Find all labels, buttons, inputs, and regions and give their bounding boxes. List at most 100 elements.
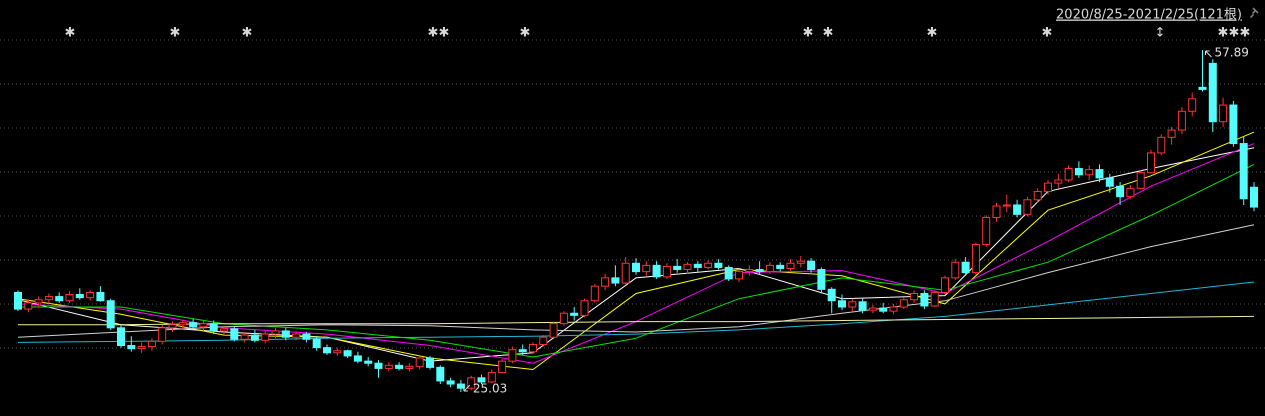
candle-body (745, 269, 754, 273)
candle-body (86, 291, 95, 299)
candle-body (364, 360, 373, 364)
candle-body (117, 327, 125, 347)
candle-body (477, 377, 486, 383)
candle-body (1074, 168, 1083, 176)
candle-body (1044, 182, 1052, 192)
candle-body (827, 288, 836, 302)
event-marker[interactable]: ✱ (1229, 26, 1240, 41)
candle-body (632, 262, 640, 273)
candle-body (1085, 169, 1094, 176)
candle-body (601, 277, 610, 287)
candle-body (724, 266, 733, 280)
candle-body (858, 301, 867, 311)
candle-body (456, 383, 465, 389)
candle-body (930, 291, 939, 307)
candle-body (106, 300, 115, 329)
candle-body (137, 346, 146, 350)
pin-icon[interactable] (1249, 7, 1259, 19)
event-marker[interactable]: ✱ (428, 26, 439, 41)
candle-body (1002, 204, 1011, 207)
candle-body (642, 264, 651, 273)
moving-average-line (17, 281, 1255, 343)
candle-body (1167, 129, 1176, 138)
grid (0, 39, 1265, 349)
candle-body (1147, 152, 1155, 174)
candle-body (1013, 204, 1022, 215)
event-marker[interactable]: ✱ (1240, 26, 1251, 41)
candle-body (374, 362, 383, 369)
candle-body (271, 330, 280, 335)
event-marker[interactable]: ✱ (520, 26, 531, 41)
candle-body (1177, 110, 1186, 131)
event-marker[interactable]: ✱ (242, 26, 253, 41)
candle-body (14, 291, 22, 310)
event-marker[interactable]: ✱ (1218, 26, 1229, 41)
candle-body (281, 330, 290, 338)
candle-body (147, 340, 156, 348)
candle-body (590, 285, 599, 302)
candle-body (34, 299, 43, 304)
candle-body (951, 261, 960, 279)
candle-body (158, 327, 167, 342)
candle-body (1229, 104, 1238, 145)
event-marker[interactable]: ↕ (1155, 26, 1166, 41)
candle-body (992, 205, 1001, 218)
max-arrow (1205, 50, 1212, 58)
candle-body (611, 277, 620, 284)
candle-body (1064, 168, 1073, 181)
date-range-title[interactable]: 2020/8/25-2021/2/25(121根) (1056, 8, 1242, 23)
candle-body (55, 296, 64, 302)
candle-body (1208, 62, 1217, 123)
candle-body (261, 333, 270, 341)
candle-body (539, 336, 548, 345)
event-marker[interactable]: ✱ (170, 26, 181, 41)
event-marker[interactable]: ✱ (823, 26, 834, 41)
min-arrow (463, 384, 471, 392)
candle-body (518, 349, 527, 353)
candle-body (529, 343, 537, 353)
event-markers: ✱ ✱ ✱ ✱ ✱ ✱ ✱ ✱ ✱ ✱ ↕ ✱ ✱ ✱ (65, 26, 1251, 41)
candle-body (1250, 186, 1258, 208)
candle-body (971, 244, 980, 274)
candle-body (467, 377, 476, 389)
candle-body (487, 372, 496, 383)
candle-body (838, 300, 846, 308)
event-marker[interactable]: ✱ (803, 26, 814, 41)
candle-body (1219, 104, 1228, 123)
candle-body (796, 260, 805, 264)
candle-body (714, 262, 723, 268)
candle-body (178, 322, 187, 326)
candle-body (384, 364, 393, 369)
candle-body (580, 300, 589, 316)
candle-body (44, 296, 53, 301)
candle-body (75, 294, 84, 299)
candle-body (817, 269, 826, 290)
candle-body (220, 328, 228, 332)
candle-body (1198, 86, 1207, 90)
candle-body (652, 264, 661, 278)
candle-body (786, 262, 795, 269)
candle-body (920, 292, 929, 307)
candle-body (559, 312, 568, 325)
candle-body (683, 263, 692, 271)
candle-body (426, 357, 434, 368)
event-marker[interactable]: ✱ (927, 26, 938, 41)
candle-body (168, 324, 177, 329)
candle-body (446, 380, 455, 385)
candle-body (1023, 199, 1032, 215)
candle-body (1239, 143, 1248, 200)
candle-body (292, 333, 301, 338)
candle-body (240, 334, 249, 340)
event-marker[interactable]: ✱ (1042, 26, 1053, 41)
candle-body (436, 366, 445, 382)
candle-body (765, 264, 774, 273)
candle-body (662, 265, 671, 278)
event-marker[interactable]: ✱ (65, 26, 76, 41)
candle-body (1188, 98, 1197, 112)
candle-body (621, 262, 630, 284)
candle-body (230, 328, 239, 340)
event-marker[interactable]: ✱ (439, 26, 450, 41)
candle-body (1054, 179, 1063, 184)
candle-body (889, 306, 898, 312)
